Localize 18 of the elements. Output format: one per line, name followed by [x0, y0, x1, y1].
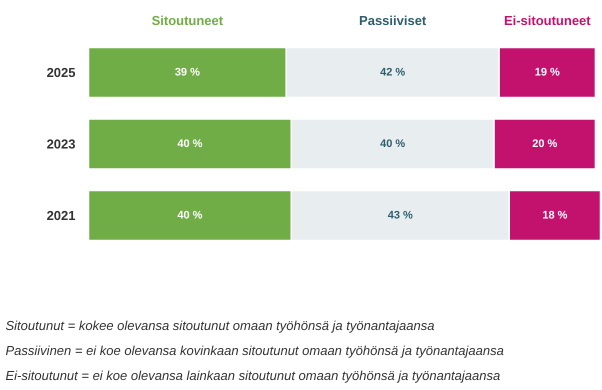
- series-label: Ei-sitoutuneet: [504, 13, 592, 28]
- series-label: Sitoutuneet: [152, 13, 224, 28]
- data-label: 40 %: [177, 138, 203, 150]
- data-label: 40 %: [380, 138, 406, 150]
- data-label: 42 %: [380, 66, 406, 78]
- text: Passiivinen = ei koe olevansa kovinkaan sitoutunut omaan työhönsä ja työnantajaansa: [6, 343, 504, 358]
- y-tick-label: 2023: [46, 136, 76, 152]
- data-label: 20 %: [532, 138, 558, 150]
- data-label: 43 %: [388, 210, 414, 222]
- y-tick-label: 2025: [46, 65, 76, 80]
- data-label: 39 %: [174, 66, 200, 78]
- data-label: 19 %: [534, 66, 560, 78]
- series-label: Passiiviset: [359, 13, 427, 28]
- data-label: 18 %: [542, 210, 568, 222]
- text: Sitoutunut = kokee olevansa sitoutunut omaan työhönsä ja työnantajaansa: [6, 318, 434, 333]
- y-tick-label: 2021: [46, 208, 76, 223]
- text: Ei-sitoutunut = ei koe olevansa lainkaan sitoutunut omaan työhönsä ja työnantajaansa: [6, 368, 500, 383]
- data-label: 40 %: [177, 210, 203, 222]
